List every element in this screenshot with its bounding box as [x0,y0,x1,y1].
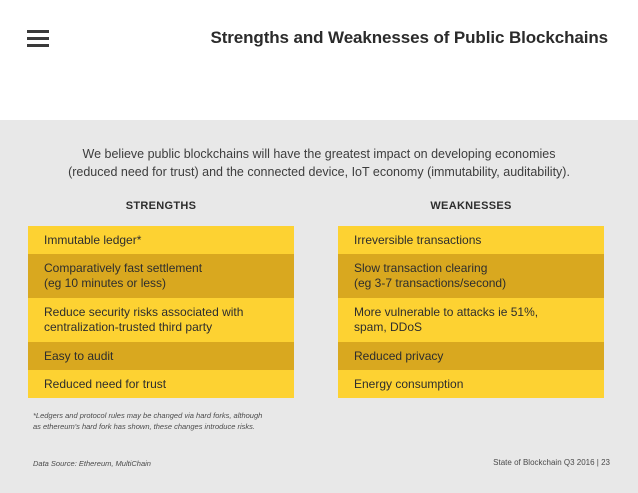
strength-item-label: Easy to audit [44,348,114,363]
hamburger-menu-icon[interactable] [27,28,49,48]
weakness-item: Slow transaction clearing (eg 3-7 transa… [338,254,604,298]
strength-item: Reduced need for trust [28,370,294,398]
intro-text: We believe public blockchains will have … [20,145,618,181]
weakness-item-label: Irreversible transactions [354,232,482,247]
strengths-list: Immutable ledger* Comparatively fast set… [28,226,294,398]
weakness-item-label: More vulnerable to attacks ie 51%, spam,… [354,305,539,334]
strengths-heading: STRENGTHS [125,200,197,212]
data-source: Data Source: Ethereum, MultiChain [33,459,151,468]
strength-item: Immutable ledger* [28,226,294,254]
footnote-line-2: as ethereum's hard fork has shown, these… [33,422,255,431]
weaknesses-heading: WEAKNESSES [430,200,512,212]
strength-item-label: Reduce security risks associated with ce… [44,305,244,334]
strength-item-label: Immutable ledger* [44,232,142,247]
footnote: *Ledgers and protocol rules may be chang… [33,410,262,432]
strength-item: Comparatively fast settlement (eg 10 min… [28,254,294,298]
weakness-item: Energy consumption [338,370,604,398]
weakness-item: More vulnerable to attacks ie 51%, spam,… [338,298,604,342]
strength-item: Reduce security risks associated with ce… [28,298,294,342]
page-number: State of Blockchain Q3 2016 | 23 [493,458,610,467]
page-title: Strengths and Weaknesses of Public Block… [210,28,608,47]
weakness-item-label: Energy consumption [354,376,464,391]
weakness-item-label: Reduced privacy [354,348,444,363]
footnote-line-1: *Ledgers and protocol rules may be chang… [33,411,263,420]
header: Strengths and Weaknesses of Public Block… [0,0,638,120]
weakness-item: Reduced privacy [338,342,604,370]
weaknesses-list: Irreversible transactions Slow transacti… [338,226,604,398]
strength-item-label: Comparatively fast settlement (eg 10 min… [44,261,203,290]
weakness-item-label: Slow transaction clearing (eg 3-7 transa… [354,261,507,290]
intro-line-1: We believe public blockchains will have … [82,147,556,161]
weakness-item: Irreversible transactions [338,226,604,254]
strength-item: Easy to audit [28,342,294,370]
intro-line-2: (reduced need for trust) and the connect… [68,165,570,179]
strength-item-label: Reduced need for trust [44,376,167,391]
